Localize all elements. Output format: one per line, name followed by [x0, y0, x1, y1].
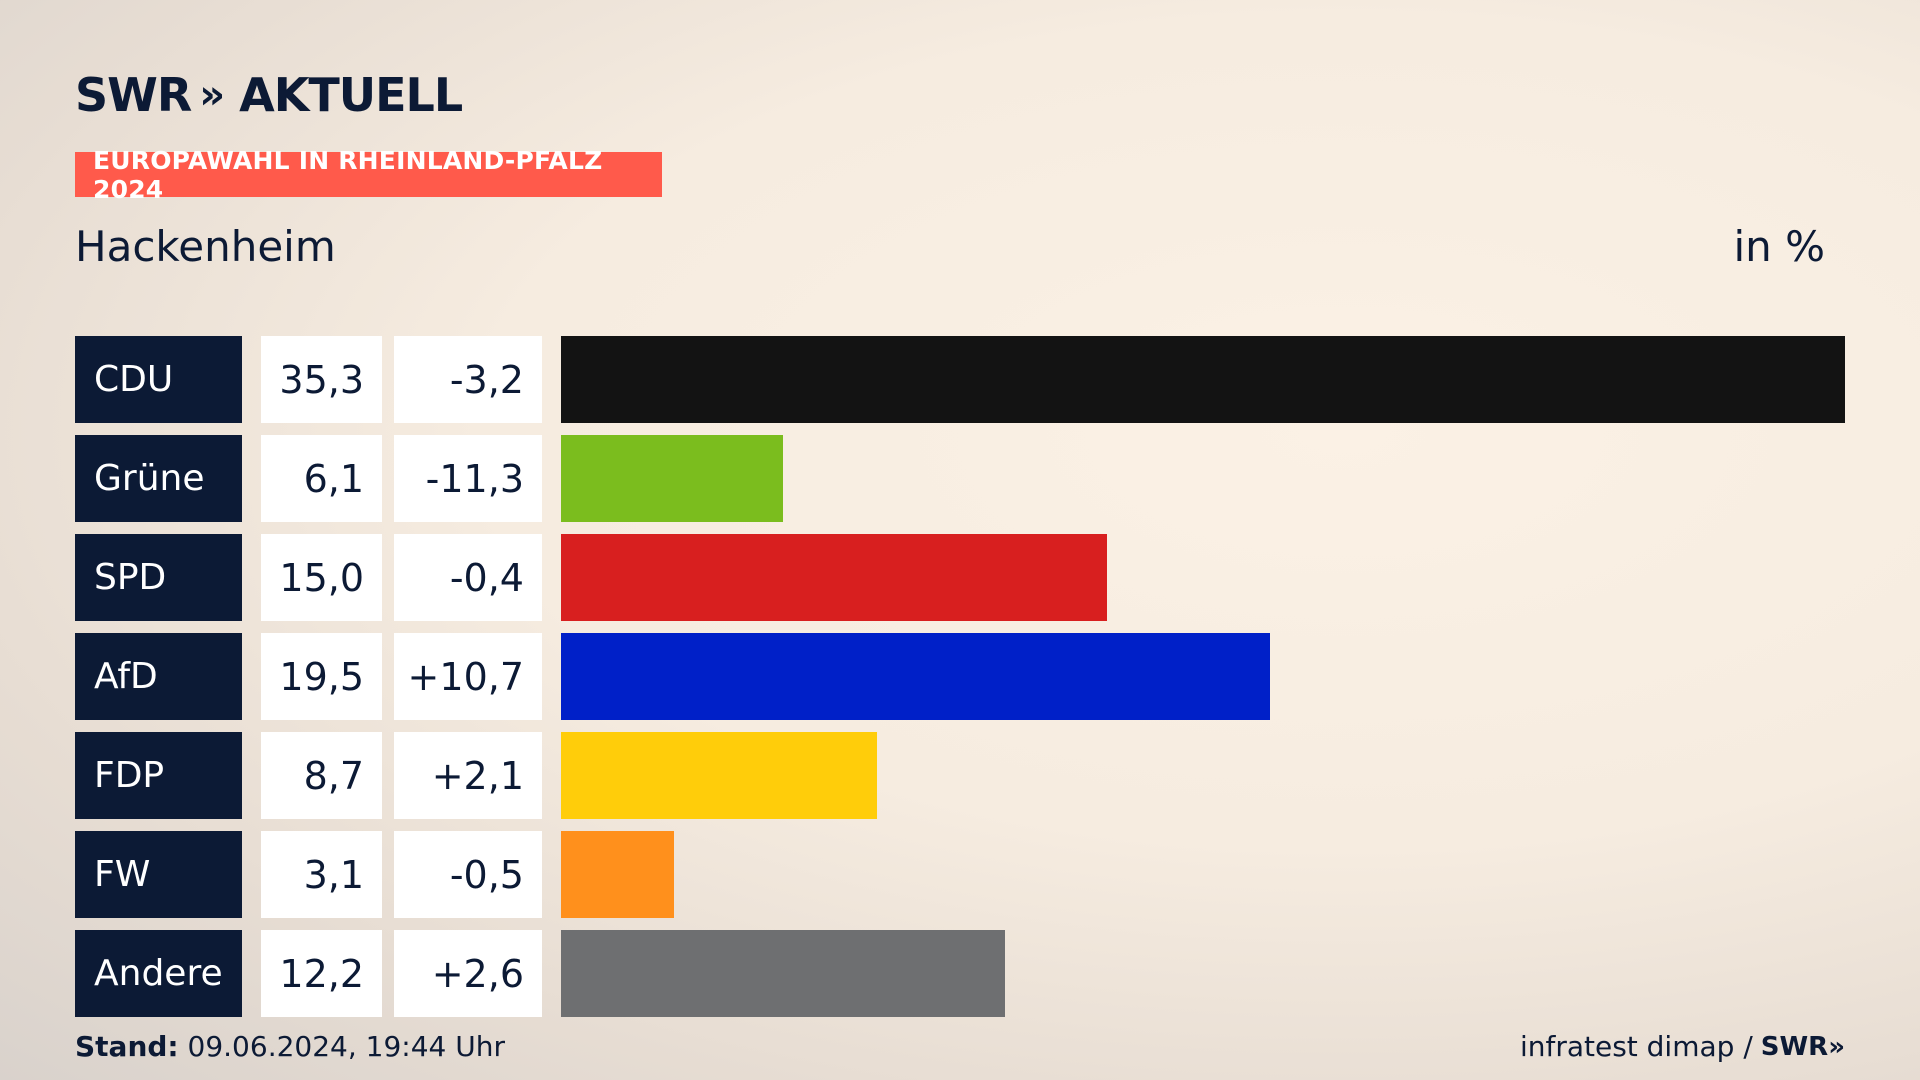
stand-label: Stand: [75, 1030, 179, 1063]
results-chart: CDU 35,3 -3,2 Grüne 6,1 -11,3 SPD 15,0 -0,4 AfD 19… [75, 336, 1845, 1029]
value-label: 6,1 [261, 435, 382, 522]
diff-label: -0,4 [394, 534, 542, 621]
value-label: 15,0 [261, 534, 382, 621]
value-label: 35,3 [261, 336, 382, 423]
result-row: CDU 35,3 -3,2 [75, 336, 1845, 423]
brand-chevron-icon: » [199, 72, 225, 118]
bar-grüne [561, 435, 783, 522]
diff-label: -0,5 [394, 831, 542, 918]
bar-fdp [561, 732, 877, 819]
party-label: AfD [75, 633, 242, 720]
diff-label: +2,6 [394, 930, 542, 1017]
party-label: CDU [75, 336, 242, 423]
source-info: infratest dimap / SWR» [1520, 1030, 1845, 1063]
bar-andere [561, 930, 1005, 1017]
stand-info: Stand: 09.06.2024, 19:44 Uhr [75, 1030, 505, 1063]
result-row: Grüne 6,1 -11,3 [75, 435, 1845, 522]
value-label: 3,1 [261, 831, 382, 918]
source-brand: SWR» [1760, 1031, 1845, 1062]
party-label: Grüne [75, 435, 242, 522]
result-row: FDP 8,7 +2,1 [75, 732, 1845, 819]
swr-aktuell-logo: SWR» AKTUELL [75, 68, 463, 122]
diff-label: +2,1 [394, 732, 542, 819]
value-label: 19,5 [261, 633, 382, 720]
brand-name: SWR [75, 68, 192, 122]
stand-value: 09.06.2024, 19:44 Uhr [187, 1030, 505, 1063]
party-label: FDP [75, 732, 242, 819]
bar-spd [561, 534, 1107, 621]
election-tag: EUROPAWAHL IN RHEINLAND-PFALZ 2024 [75, 146, 662, 204]
party-label: SPD [75, 534, 242, 621]
place-title: Hackenheim [75, 222, 336, 271]
diff-label: -11,3 [394, 435, 542, 522]
result-row: FW 3,1 -0,5 [75, 831, 1845, 918]
party-label: FW [75, 831, 242, 918]
result-row: Andere 12,2 +2,6 [75, 930, 1845, 1017]
diff-label: -3,2 [394, 336, 542, 423]
bar-afd [561, 633, 1270, 720]
bar-fw [561, 831, 674, 918]
value-label: 12,2 [261, 930, 382, 1017]
result-row: AfD 19,5 +10,7 [75, 633, 1845, 720]
result-row: SPD 15,0 -0,4 [75, 534, 1845, 621]
value-label: 8,7 [261, 732, 382, 819]
bar-cdu [561, 336, 1845, 423]
diff-label: +10,7 [394, 633, 542, 720]
source-text: infratest dimap / [1519, 1030, 1753, 1063]
brand-section: AKTUELL [239, 68, 463, 122]
party-label: Andere [75, 930, 242, 1017]
unit-label: in % [1733, 222, 1825, 271]
